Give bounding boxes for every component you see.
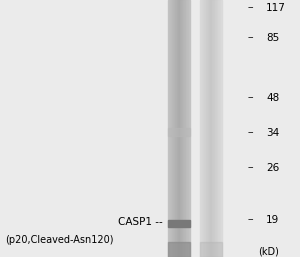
Text: (p20,Cleaved-Asn120): (p20,Cleaved-Asn120) [5, 235, 113, 245]
Bar [218, 0, 219, 257]
Bar [178, 0, 179, 257]
Bar [220, 0, 221, 257]
Text: --: -- [248, 216, 254, 225]
Bar [189, 0, 190, 257]
Bar [211, 0, 212, 257]
Text: --: -- [248, 4, 254, 13]
Bar [200, 242, 222, 257]
Bar [215, 0, 216, 257]
Bar [188, 0, 189, 257]
Bar [216, 0, 217, 257]
Bar [177, 0, 178, 257]
Bar [203, 0, 204, 257]
Bar [219, 0, 220, 257]
Text: 19: 19 [266, 215, 279, 225]
Text: --: -- [248, 128, 254, 137]
Text: 26: 26 [266, 163, 279, 173]
Bar [206, 0, 207, 257]
Bar [175, 0, 176, 257]
Bar [217, 0, 218, 257]
Bar [184, 0, 185, 257]
Text: --: -- [248, 94, 254, 103]
Bar [174, 0, 175, 257]
Text: --: -- [248, 33, 254, 42]
Text: 117: 117 [266, 3, 286, 13]
Bar [210, 0, 211, 257]
Bar [187, 0, 188, 257]
Bar [213, 0, 214, 257]
Bar [201, 0, 202, 257]
Bar [221, 0, 222, 257]
Bar [179, 0, 180, 257]
Bar [183, 0, 184, 257]
Bar [202, 0, 203, 257]
Bar [208, 0, 209, 257]
Text: --: -- [248, 163, 254, 172]
Bar [172, 0, 173, 257]
Bar [169, 0, 170, 257]
Bar [212, 0, 213, 257]
Bar [180, 0, 181, 257]
Bar [186, 0, 187, 257]
Bar [176, 0, 177, 257]
Bar [168, 242, 190, 257]
Bar [168, 220, 190, 227]
Bar [170, 0, 171, 257]
Bar [181, 0, 182, 257]
Bar [171, 0, 172, 257]
Bar [169, 0, 170, 257]
Text: 34: 34 [266, 128, 279, 138]
Bar [214, 0, 215, 257]
Bar [185, 0, 186, 257]
Bar [209, 0, 210, 257]
Bar [204, 0, 205, 257]
Bar [205, 0, 206, 257]
Bar [168, 0, 169, 257]
Bar [207, 0, 208, 257]
Text: 85: 85 [266, 33, 279, 43]
Text: CASP1 --: CASP1 -- [118, 217, 163, 227]
Bar [182, 0, 183, 257]
Bar [200, 0, 201, 257]
Text: 48: 48 [266, 93, 279, 103]
Bar [168, 128, 190, 136]
Text: (kD): (kD) [258, 247, 279, 257]
Bar [173, 0, 174, 257]
